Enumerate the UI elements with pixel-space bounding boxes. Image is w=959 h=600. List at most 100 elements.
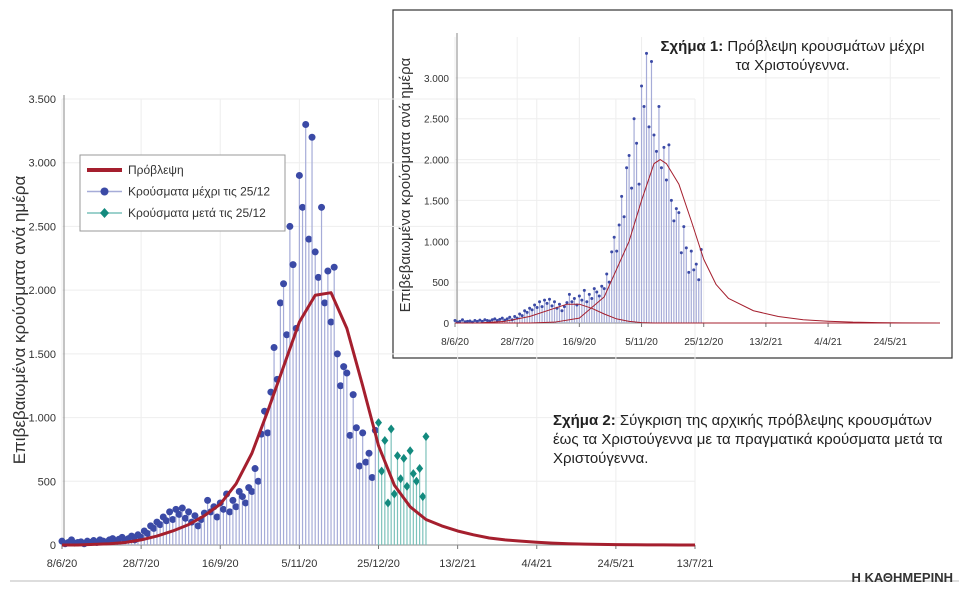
point — [485, 319, 489, 323]
point — [400, 453, 408, 463]
legend-marker — [100, 187, 109, 196]
x-tick-label: 16/9/20 — [202, 558, 239, 570]
point — [667, 143, 671, 147]
point — [280, 280, 288, 288]
point — [238, 493, 246, 501]
point — [314, 273, 322, 281]
x-tick-label: 24/5/21 — [598, 558, 635, 570]
point — [630, 186, 634, 190]
point — [682, 225, 686, 229]
point — [458, 319, 462, 323]
point — [235, 487, 243, 495]
point — [381, 436, 389, 446]
prediction-line — [455, 159, 941, 324]
prediction-line — [454, 303, 940, 324]
legend-label: Πρόβλεψη — [128, 163, 184, 177]
annotation-label: Σχήμα 2: — [553, 412, 616, 429]
point — [565, 301, 569, 305]
point — [587, 292, 591, 296]
point — [538, 300, 542, 304]
point — [684, 246, 688, 250]
point — [264, 429, 272, 437]
point — [453, 319, 457, 323]
point — [570, 300, 574, 304]
point — [580, 298, 584, 302]
point — [393, 451, 401, 461]
point — [356, 462, 364, 470]
point — [572, 296, 576, 300]
y-tick-label: 2.500 — [424, 115, 449, 126]
point — [419, 492, 427, 502]
y-tick-label: 3.000 — [424, 74, 449, 85]
x-tick-label: 24/5/21 — [874, 337, 908, 348]
x-tick-label: 25/12/20 — [357, 558, 400, 570]
legend-marker — [100, 208, 109, 218]
point — [185, 508, 193, 516]
point — [352, 424, 360, 432]
point — [585, 300, 589, 304]
point — [460, 318, 464, 322]
point — [333, 350, 341, 358]
point — [349, 391, 357, 399]
point — [468, 319, 472, 323]
y-tick-label: 2.000 — [28, 285, 56, 297]
point — [605, 272, 609, 276]
point — [311, 248, 319, 256]
point — [540, 305, 544, 309]
point — [590, 296, 594, 300]
point — [397, 474, 405, 484]
y-axis-label: Επιβεβαιωμένα κρούσματα ανά ημέρα — [10, 176, 29, 465]
point — [500, 316, 504, 320]
x-tick-label: 5/11/20 — [625, 337, 658, 348]
point — [533, 303, 537, 307]
point — [687, 270, 691, 274]
x-tick-label: 25/12/20 — [684, 337, 723, 348]
point — [622, 215, 626, 219]
point — [178, 504, 186, 512]
x-tick-label: 13/2/21 — [749, 337, 783, 348]
point — [343, 369, 351, 377]
point — [232, 503, 240, 511]
point — [513, 314, 517, 318]
point — [592, 287, 596, 291]
y-tick-label: 1.500 — [28, 349, 56, 361]
y-tick-label: 500 — [38, 476, 56, 488]
inset-title-label: Σχήμα 1: — [660, 38, 724, 55]
y-tick-label: 500 — [432, 278, 449, 289]
point — [375, 418, 382, 428]
point — [662, 145, 666, 149]
point — [627, 153, 631, 157]
point — [530, 308, 534, 312]
point — [409, 469, 417, 479]
point — [295, 171, 303, 179]
point — [490, 318, 494, 322]
point — [505, 317, 509, 321]
point — [582, 288, 586, 292]
y-tick-label: 2.500 — [28, 221, 56, 233]
point — [254, 477, 262, 485]
point — [669, 198, 673, 202]
point — [478, 318, 482, 322]
point — [528, 306, 532, 310]
point — [276, 299, 284, 307]
point — [302, 120, 310, 128]
point — [365, 449, 373, 457]
legend-box — [79, 154, 286, 232]
point — [169, 516, 177, 524]
point — [550, 304, 554, 308]
y-tick-label: 1.000 — [28, 413, 56, 425]
point — [647, 125, 651, 129]
point — [543, 298, 547, 302]
point — [318, 203, 326, 211]
point — [520, 314, 524, 318]
point — [305, 235, 313, 243]
point — [337, 382, 345, 390]
x-tick-label: 8/6/20 — [441, 337, 469, 348]
point — [166, 508, 174, 516]
point — [535, 305, 539, 309]
point — [692, 268, 696, 272]
point — [645, 51, 649, 55]
point — [674, 207, 678, 211]
x-tick-label: 28/7/20 — [500, 337, 534, 348]
x-tick-label: 8/6/20 — [47, 558, 78, 570]
